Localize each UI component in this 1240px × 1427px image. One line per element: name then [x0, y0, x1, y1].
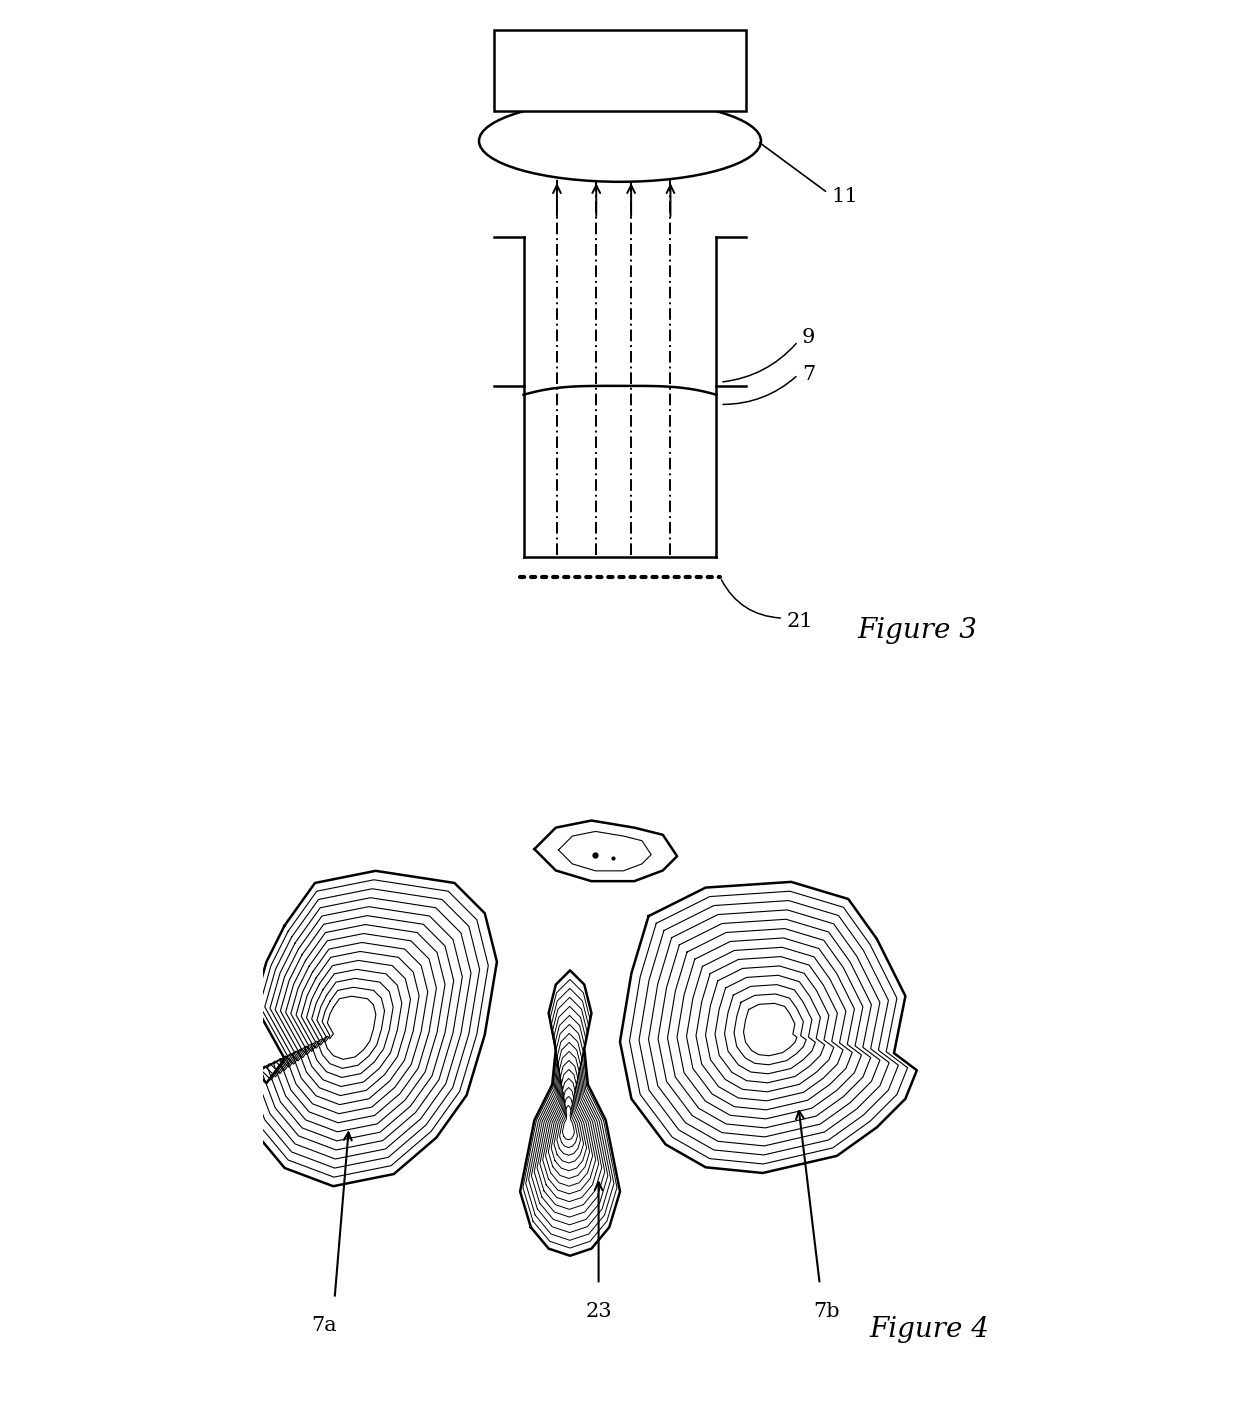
Text: Figure 4: Figure 4: [869, 1316, 990, 1343]
Text: 7a: 7a: [311, 1316, 337, 1336]
Text: 9: 9: [802, 328, 815, 347]
Bar: [494, 30, 746, 111]
Text: Figure 3: Figure 3: [857, 618, 977, 644]
Text: 21: 21: [787, 612, 813, 631]
Text: 7: 7: [802, 365, 815, 384]
Text: 11: 11: [832, 187, 858, 205]
Ellipse shape: [479, 100, 761, 181]
Text: 23: 23: [585, 1301, 611, 1321]
Text: 7b: 7b: [813, 1301, 841, 1321]
